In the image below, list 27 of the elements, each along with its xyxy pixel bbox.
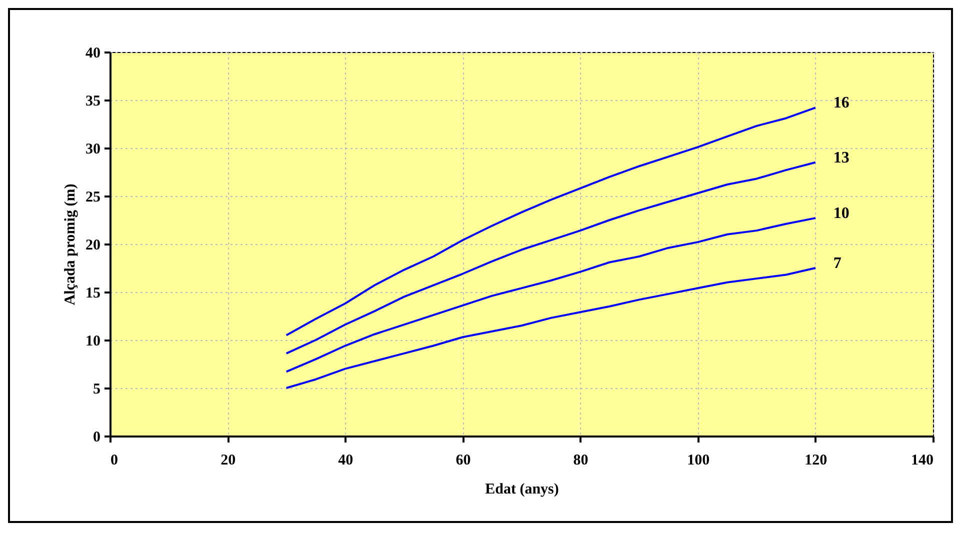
y-axis-title: Alçada promig (m) — [62, 184, 78, 306]
series-label: 16 — [833, 94, 850, 112]
line-series — [285, 106, 816, 336]
x-tick-label: 120 — [804, 452, 828, 468]
x-tick-label: 40 — [338, 452, 354, 468]
line-series — [285, 161, 816, 354]
series-label: 7 — [833, 255, 842, 272]
x-tick-label: 140 — [911, 452, 934, 468]
x-tick-label: 0 — [110, 452, 118, 468]
y-tick-label: 30 — [86, 142, 100, 158]
x-tick-label: 100 — [687, 452, 710, 468]
line-series — [285, 267, 816, 389]
x-axis-title: Edat (anys) — [485, 482, 559, 498]
y-tick-label: 0 — [93, 430, 100, 446]
x-tick-label: 60 — [456, 452, 471, 468]
y-tick-label: 10 — [86, 334, 100, 350]
x-tick-label: 80 — [573, 452, 588, 468]
series-label: 10 — [833, 205, 850, 222]
x-tick-label: 20 — [220, 452, 236, 468]
y-tick-label: 5 — [93, 382, 100, 398]
y-tick-label: 40 — [86, 46, 100, 62]
line-series — [285, 217, 816, 373]
y-tick-label: 20 — [86, 238, 100, 254]
y-tick-label: 15 — [86, 286, 100, 302]
y-tick-label: 25 — [86, 190, 100, 206]
y-tick-label: 35 — [86, 94, 100, 110]
series-label: 13 — [833, 149, 850, 166]
